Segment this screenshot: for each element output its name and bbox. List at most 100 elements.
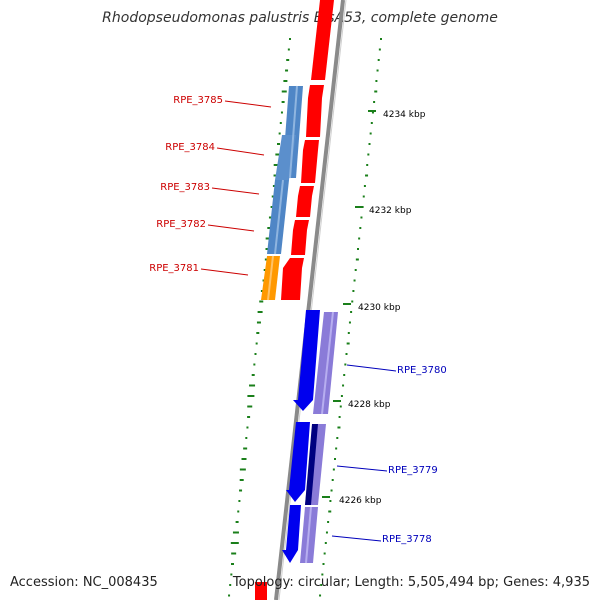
accession-text: Accession: NC_008435 (10, 575, 158, 590)
label-leader (211, 187, 260, 195)
gc-dot (363, 185, 366, 187)
forward-cds[interactable] (255, 582, 267, 600)
gc-dot (286, 59, 290, 61)
gene-label[interactable]: RPE_3779 (388, 465, 438, 476)
gc-dot (374, 90, 378, 93)
orf-shading (305, 506, 312, 564)
gc-dot (241, 458, 247, 460)
gc-dot (340, 395, 343, 397)
gc-dot (270, 206, 273, 208)
gc-dot (245, 437, 248, 439)
forward-cds[interactable] (306, 85, 324, 137)
gc-dot (376, 69, 379, 72)
gc-dot (359, 227, 362, 229)
gc-dot (230, 542, 239, 544)
gc-dot (321, 573, 324, 576)
forward-cds[interactable] (291, 220, 309, 255)
gc-dot (345, 353, 348, 355)
gc-content-dots (228, 38, 382, 597)
gc-dot (254, 353, 257, 355)
tick-label: 4234 kbp (383, 110, 426, 120)
gc-dot (370, 122, 373, 124)
gc-dot (263, 269, 266, 271)
gc-dot (337, 426, 341, 429)
forward-cds[interactable] (301, 140, 319, 183)
gc-dot (239, 468, 246, 471)
tick-label: 4230 kbp (358, 303, 401, 313)
gc-dot (380, 38, 382, 40)
gene-label[interactable]: RPE_3785 (173, 95, 223, 106)
position-ticks: 4234 kbp 4232 kbp 4230 kbp 4228 kbp 4226… (322, 110, 426, 506)
gene-label[interactable]: RPE_3782 (156, 219, 206, 230)
forward-gene-labels: RPE_3785 RPE_3784 RPE_3783 RPE_3782 RPE_… (149, 95, 272, 276)
gc-dot (235, 521, 239, 523)
gc-dot (343, 374, 346, 376)
map-title: Rhodopseudomonas palustris BisA53, compl… (102, 10, 498, 26)
gene-label[interactable]: RPE_3778 (382, 534, 432, 545)
gc-dot (253, 363, 256, 366)
gc-dot (262, 279, 265, 282)
gc-dot (255, 342, 258, 345)
gc-dot (259, 300, 264, 303)
reverse-cds-track (282, 310, 320, 563)
gc-dot (368, 143, 371, 145)
gc-dot (231, 563, 234, 565)
gc-dot (334, 458, 336, 460)
reverse-orf[interactable] (313, 312, 338, 414)
gc-dot (275, 153, 280, 156)
reverse-cds[interactable] (286, 422, 310, 502)
gc-dot (375, 80, 378, 82)
gc-dot (353, 279, 356, 282)
gc-dot (320, 584, 323, 586)
gc-dot (230, 573, 233, 576)
tick-label: 4228 kbp (348, 400, 391, 410)
gc-dot (350, 311, 353, 313)
gc-dot (355, 258, 359, 261)
gc-dot (358, 237, 361, 240)
topology-text: Topology: circular; Length: 5,505,494 bp… (232, 575, 590, 590)
gc-dot (279, 122, 282, 124)
gc-dot (348, 321, 351, 324)
gc-dot (373, 101, 376, 103)
gc-dot (378, 48, 381, 51)
gc-dot (351, 300, 354, 303)
gc-dot (246, 426, 249, 429)
gc-dot (273, 164, 279, 166)
gc-dot (256, 321, 261, 324)
gc-dot (278, 132, 281, 135)
gc-dot (280, 111, 283, 114)
forward-cds[interactable] (296, 186, 314, 217)
gc-dot (232, 531, 239, 534)
gc-dot (327, 521, 330, 523)
reverse-cds[interactable] (293, 310, 320, 411)
label-leader (200, 268, 249, 276)
orf-shading (289, 85, 298, 179)
gc-dot (231, 552, 237, 555)
forward-cds[interactable] (311, 0, 334, 80)
gc-dot (347, 332, 350, 334)
gc-dot (352, 290, 355, 292)
gene-label[interactable]: RPE_3784 (165, 142, 215, 153)
orf-shading (274, 179, 284, 255)
forward-cds[interactable] (281, 258, 304, 300)
gc-dot (365, 174, 369, 177)
reverse-orf-track (300, 311, 338, 564)
genome-backbone-highlight (278, 0, 347, 600)
gc-dot (319, 594, 322, 597)
gc-dot (342, 384, 345, 387)
gc-dot (335, 447, 338, 450)
gc-dot (287, 48, 290, 51)
gene-label[interactable]: RPE_3783 (160, 182, 210, 193)
orf-shading (321, 311, 334, 415)
reverse-orf[interactable] (305, 424, 318, 505)
label-leader (336, 465, 388, 472)
reverse-cds[interactable] (282, 505, 301, 563)
gc-dot (239, 479, 244, 481)
gene-label[interactable]: RPE_3780 (397, 365, 447, 376)
label-leader (216, 147, 265, 156)
gc-dot (277, 143, 280, 145)
gene-label[interactable]: RPE_3781 (149, 263, 199, 274)
gc-dot (369, 132, 372, 135)
gc-dot (251, 374, 255, 376)
